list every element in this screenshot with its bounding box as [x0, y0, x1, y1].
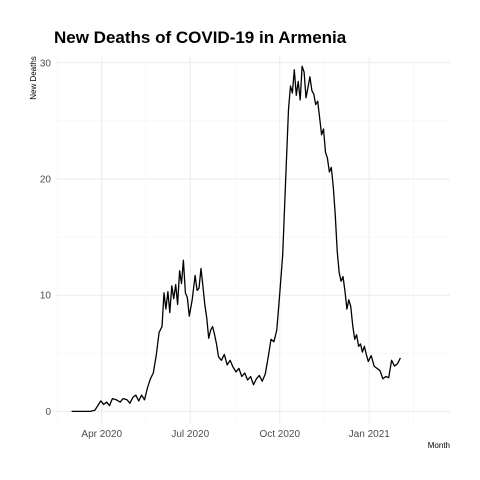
y-tick-labels: 0 10 20 30	[40, 58, 52, 418]
x-tick-label: Jul 2020	[171, 429, 209, 440]
y-tick-label: 0	[45, 407, 51, 418]
x-tick-label: Jan 2021	[349, 429, 391, 440]
chart-title: New Deaths of COVID-19 in Armenia	[54, 28, 347, 47]
x-tick-label: Apr 2020	[81, 429, 122, 440]
x-axis-label: Month	[428, 441, 450, 450]
y-tick-label: 30	[40, 58, 52, 69]
y-axis-label: New Deaths	[29, 56, 38, 100]
y-tick-label: 20	[40, 175, 52, 186]
x-tick-labels: Apr 2020 Jul 2020 Oct 2020 Jan 2021	[81, 429, 390, 440]
y-tick-label: 10	[40, 291, 52, 302]
series-line-new-deaths	[71, 65, 401, 413]
grid	[56, 57, 450, 423]
x-tick-label: Oct 2020	[259, 429, 300, 440]
